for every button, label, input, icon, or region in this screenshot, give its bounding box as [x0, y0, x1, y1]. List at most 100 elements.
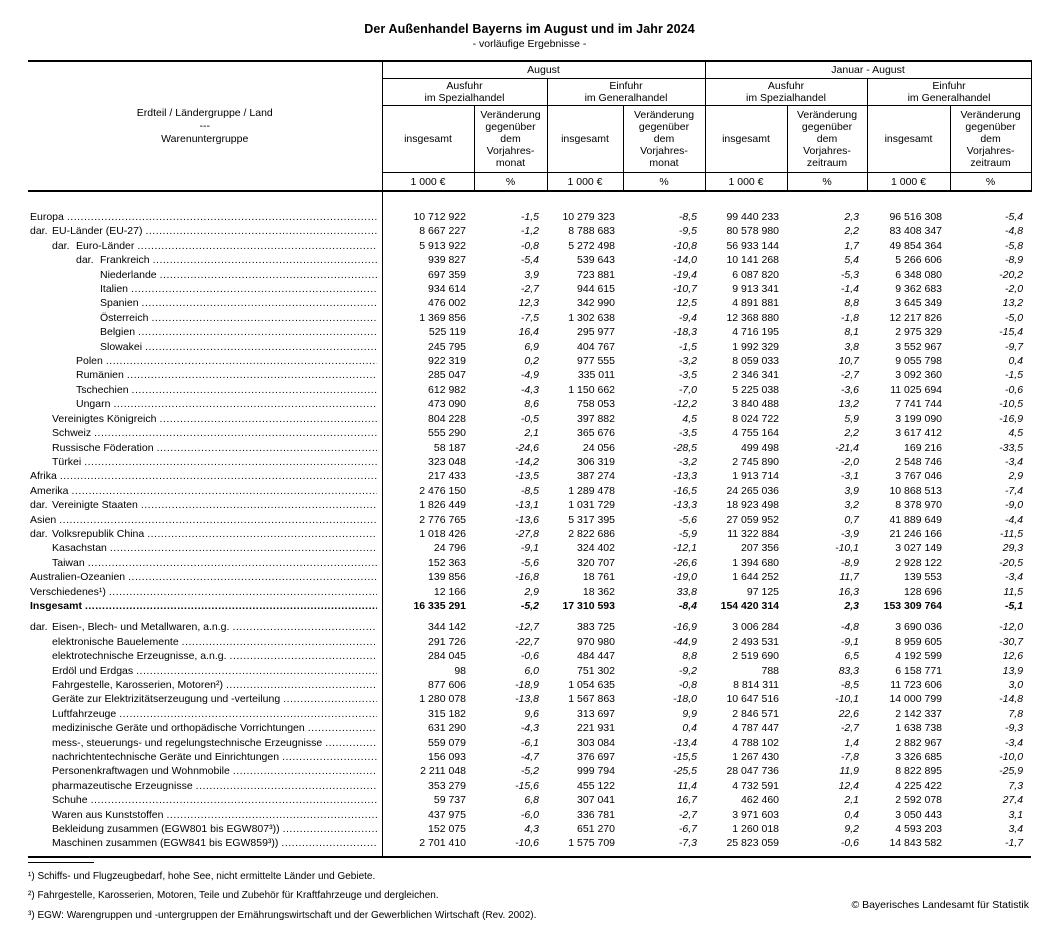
percent-cell: -4,4 [1004, 513, 1024, 526]
percent-cell: 16,4 [518, 326, 539, 339]
percent-cell: -2,0 [840, 455, 860, 468]
value-cell: 49 854 364 [889, 239, 943, 252]
percent-cell: 0,7 [844, 513, 860, 526]
value-cell: 970 980 [577, 635, 615, 648]
value-cell: 922 319 [428, 355, 466, 368]
row-label: Asien [30, 513, 57, 526]
table-row: Europa 10 712 922 -1,5 10 279 323 -8,5 99 440… [28, 210, 1031, 225]
percent-cell: -21,4 [835, 441, 860, 454]
percent-cell: -8,9 [1004, 254, 1024, 267]
dot-leader [84, 455, 376, 469]
spacer-row [28, 613, 1031, 621]
value-cell: 2 211 048 [420, 765, 466, 778]
value-cell: 3 840 488 [732, 398, 780, 411]
percent-cell: 2,1 [524, 427, 539, 440]
percent-cell: 12,4 [838, 779, 860, 792]
percent-cell: 29,3 [1002, 542, 1024, 555]
percent-cell: 8,6 [524, 398, 539, 411]
page-title: Der Außenhandel Bayerns im August und im… [364, 22, 695, 36]
footnote-rule [28, 861, 94, 863]
dot-leader [137, 239, 376, 253]
header-veraenderung-vorjahreszeitraum: Veränderung gegenüber dem Vorjahres- zei… [949, 105, 1032, 173]
percent-cell: 9,6 [524, 707, 539, 720]
table-row: Belgien 525 119 16,4 295 977 -18,3 4 716 195 8… [28, 325, 1031, 340]
percent-cell: 13,9 [1002, 664, 1024, 677]
value-cell: 313 697 [577, 707, 615, 720]
dot-leader [106, 354, 377, 368]
footnote-3: ³) EGW: Warengruppen und -untergruppen d… [28, 909, 537, 921]
darunter-prefix: dar. [30, 527, 48, 540]
value-cell: 284 045 [428, 650, 466, 663]
dot-leader [136, 664, 376, 678]
percent-cell: -8,5 [678, 211, 698, 223]
value-cell: 5 913 922 [419, 239, 466, 252]
value-cell: 612 982 [428, 383, 466, 396]
value-cell: 2 519 690 [732, 650, 780, 663]
value-cell: 3 645 349 [895, 297, 943, 310]
value-cell: 217 433 [428, 470, 466, 483]
value-cell: 5 225 038 [732, 383, 780, 396]
percent-cell: -4,8 [1004, 225, 1024, 238]
value-cell: 473 090 [428, 398, 466, 411]
value-cell: 4 732 591 [732, 779, 780, 792]
value-cell: 1 638 738 [895, 722, 943, 735]
value-cell: 697 359 [428, 268, 466, 281]
percent-cell: 2,2 [844, 225, 860, 238]
percent-cell: -9,2 [678, 664, 698, 677]
unit-1000-eur: 1 000 € [546, 172, 624, 192]
percent-cell: -9,0 [1004, 499, 1024, 512]
percent-cell: -22,7 [515, 635, 539, 648]
value-cell: 41 889 649 [889, 513, 943, 526]
value-cell: 295 977 [577, 326, 615, 339]
darunter-prefix: dar. [30, 499, 48, 512]
value-cell: 303 084 [577, 736, 615, 749]
percent-cell: -1,8 [840, 311, 860, 324]
value-cell: 804 228 [428, 412, 466, 425]
table-row: dar. Vereinigte Staaten 1 826 449 -13,1 1 03… [28, 498, 1031, 513]
dot-leader [94, 426, 376, 440]
row-label: Erdöl und Erdgas [52, 664, 134, 677]
value-cell: 376 697 [577, 751, 615, 764]
percent-cell: -0,5 [520, 412, 539, 425]
value-cell: 11 723 606 [890, 679, 943, 691]
percent-cell: -33,5 [999, 441, 1024, 454]
row-label: Amerika [30, 484, 69, 497]
percent-cell: -9,7 [1004, 340, 1024, 353]
percent-cell: -10,6 [515, 837, 539, 850]
table-row: dar. Volksrepublik China 1 018 426 -27,8 2 8… [28, 526, 1031, 542]
percent-cell: -4,7 [520, 751, 539, 764]
percent-cell: 22,6 [838, 707, 860, 720]
table-row: Geräte zur Elektrizitätserzeugung und -v… [28, 692, 1031, 707]
percent-cell: 2,3 [844, 599, 860, 612]
value-cell: 8 959 605 [895, 635, 943, 648]
dot-leader [109, 585, 377, 599]
value-cell: 4 716 195 [732, 326, 780, 339]
value-cell: 83 408 347 [889, 225, 943, 238]
percent-cell: -5,1 [1004, 599, 1024, 612]
header-insgesamt: insgesamt [381, 105, 475, 173]
percent-cell: -7,8 [840, 751, 860, 764]
value-cell: 156 093 [428, 751, 466, 764]
value-cell: 11 025 694 [890, 383, 943, 396]
percent-cell: -13,3 [673, 499, 698, 512]
value-cell: 9 362 683 [895, 283, 943, 296]
dot-leader [145, 340, 376, 354]
dot-leader [196, 779, 377, 793]
value-cell: 3 971 603 [732, 808, 780, 821]
row-label: Vereinigte Staaten [52, 499, 138, 512]
value-cell: 4 593 203 [895, 823, 943, 836]
dot-leader [283, 692, 376, 706]
value-cell: 5 272 498 [568, 239, 615, 252]
table-row: Slowakei 245 795 6,9 404 767 -1,5 1 992 329 3,… [28, 339, 1031, 355]
value-cell: 10 141 268 [726, 254, 780, 267]
table-body: Europa 10 712 922 -1,5 10 279 323 -8,5 99 440… [28, 191, 1032, 858]
percent-cell: -1,7 [1004, 837, 1024, 850]
value-cell: 6 087 820 [732, 268, 780, 281]
value-cell: 8 059 033 [732, 355, 780, 368]
value-cell: 2 846 571 [732, 707, 780, 720]
value-cell: 245 795 [428, 340, 466, 353]
row-label: Volksrepublik China [52, 527, 145, 540]
value-cell: 59 737 [433, 794, 466, 807]
value-cell: 758 053 [577, 398, 615, 411]
value-cell: 154 420 314 [720, 599, 780, 612]
